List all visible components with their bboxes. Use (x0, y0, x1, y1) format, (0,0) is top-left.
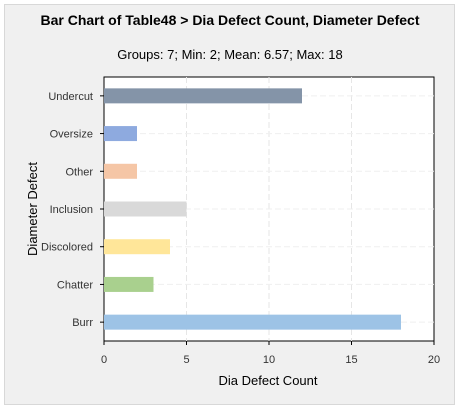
x-axis-label: Dia Defect Count (219, 373, 318, 388)
x-tick-label: 0 (101, 354, 107, 366)
bar-chatter[interactable] (104, 276, 154, 292)
category-label-discolored: Discolored (41, 242, 93, 254)
category-label-oversize: Oversize (50, 129, 93, 141)
bars-group (104, 88, 401, 330)
category-label-undercut: Undercut (48, 91, 93, 103)
x-tick-label: 15 (345, 354, 357, 366)
category-labels: Undercut Oversize Other Inclusion Discolored… (41, 91, 104, 329)
bar-undercut[interactable] (104, 88, 302, 104)
x-tick-label: 20 (428, 354, 440, 366)
category-label-inclusion: Inclusion (50, 204, 93, 216)
bar-other[interactable] (104, 163, 137, 179)
category-label-other: Other (65, 166, 93, 178)
category-label-chatter: Chatter (57, 279, 93, 291)
y-axis-label: Diameter Defect (25, 162, 40, 256)
category-label-burr: Burr (72, 317, 93, 329)
chart-subtitle: Groups: 7; Min: 2; Mean: 6.57; Max: 18 (117, 47, 343, 62)
bar-oversize[interactable] (104, 126, 137, 142)
x-tick-label: 10 (263, 354, 275, 366)
x-tick-label: 5 (183, 354, 189, 366)
chart-title: Bar Chart of Table48 > Dia Defect Count,… (40, 12, 420, 28)
bar-burr[interactable] (104, 314, 401, 330)
x-tick-labels: 0 5 10 15 20 (101, 341, 440, 366)
bar-discolored[interactable] (104, 239, 170, 255)
bar-inclusion[interactable] (104, 201, 187, 217)
